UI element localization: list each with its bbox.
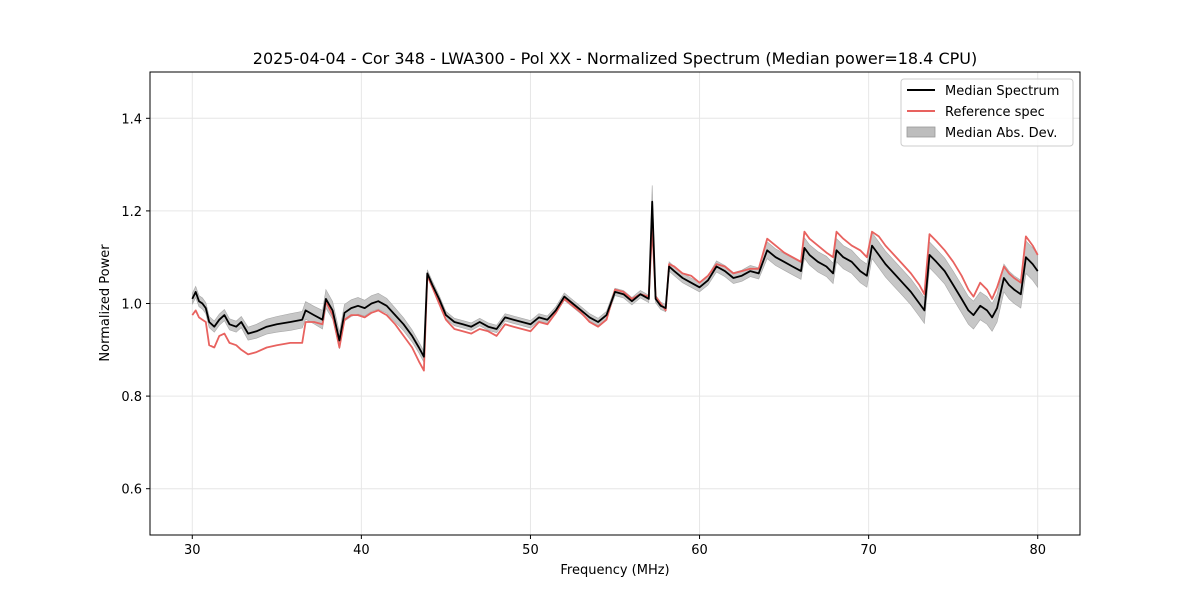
y-tick-label: 1.2 <box>121 205 142 220</box>
x-tick-label: 40 <box>353 543 370 558</box>
mad-band <box>192 185 1038 364</box>
x-axis-label: Frequency (MHz) <box>560 563 669 578</box>
reference-spectrum-line <box>191 226 1039 372</box>
legend-reference-label: Reference spec <box>945 105 1045 120</box>
axis-ticks: 30 40 50 60 70 80 0.6 0.8 1.0 1.2 1.4 <box>121 112 1046 558</box>
chart-title: 2025-04-04 - Cor 348 - LWA300 - Pol XX -… <box>253 49 977 68</box>
median-line-layer <box>191 200 1039 358</box>
y-tick-label: 1.0 <box>121 298 142 313</box>
y-axis-label: Normalized Power <box>98 244 113 362</box>
legend-mad-swatch <box>906 126 936 138</box>
x-tick-label: 60 <box>691 543 708 558</box>
y-tick-label: 1.4 <box>121 112 142 127</box>
reference-line-layer <box>191 226 1039 372</box>
legend-box <box>900 78 1074 147</box>
legend-median-label: Median Spectrum <box>945 84 1059 99</box>
y-tick-label: 0.8 <box>121 390 142 405</box>
x-tick-label: 50 <box>522 543 539 558</box>
median-spectrum-line <box>191 200 1039 358</box>
x-tick-label: 30 <box>184 543 201 558</box>
x-tick-label: 70 <box>860 543 877 558</box>
y-tick-label: 0.6 <box>121 483 142 498</box>
mad-band-layer <box>192 185 1038 364</box>
legend: Median Spectrum Reference spec Median Ab… <box>900 78 1074 147</box>
legend-mad-label: Median Abs. Dev. <box>945 126 1057 141</box>
x-tick-label: 80 <box>1029 543 1046 558</box>
